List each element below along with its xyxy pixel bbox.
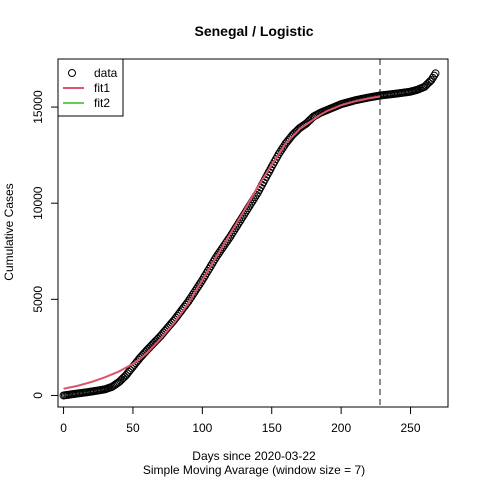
x-tick-label: 0 (60, 421, 67, 435)
data-point (202, 269, 211, 278)
plot-frame (57, 58, 449, 408)
data-point (192, 284, 201, 293)
data-point (198, 276, 207, 285)
x-tick-label: 100 (192, 421, 212, 435)
y-tick-label: 10000 (31, 186, 45, 220)
y-tick-label: 15000 (31, 90, 45, 124)
x-tick-label: 50 (126, 421, 140, 435)
data-point (187, 293, 196, 302)
data-point (117, 375, 126, 384)
data-point (196, 278, 205, 287)
data-point (115, 378, 124, 387)
data-point (277, 145, 286, 154)
legend-marker-data (68, 69, 76, 77)
y-axis-label: Cumulative Cases (2, 183, 16, 280)
legend: data fit1 fit2 (57, 58, 124, 117)
x-tick-label: 250 (401, 421, 421, 435)
data-point (213, 251, 222, 260)
data-point (217, 244, 226, 253)
data-point (199, 273, 208, 282)
data-point (119, 373, 128, 382)
data-point (288, 130, 297, 139)
legend-label-fit2: fit2 (94, 96, 110, 110)
data-point (219, 242, 228, 251)
data-point (421, 81, 430, 90)
data-point (289, 129, 298, 138)
data-point (276, 148, 285, 157)
data-point (208, 259, 217, 268)
data-point (278, 143, 287, 152)
x-tick-label: 200 (331, 421, 351, 435)
chart-title: Senegal / Logistic (194, 23, 313, 39)
data-point (205, 264, 214, 273)
data-point (206, 262, 215, 271)
data-point (428, 73, 437, 82)
data-point (212, 253, 221, 262)
legend-label-data: data (94, 66, 118, 80)
data-point (201, 271, 210, 280)
y-axis: 0 5000 10000 15000 (31, 90, 59, 399)
legend-label-fit1: fit1 (94, 81, 110, 95)
data-point (427, 76, 436, 85)
data-point (191, 286, 200, 295)
y-tick-label: 5000 (31, 286, 45, 313)
fit-line-fit1 (63, 95, 381, 390)
data-point (116, 376, 125, 385)
data-point (203, 266, 212, 275)
data-point (430, 71, 439, 80)
chart-subtitle: Simple Moving Avarage (window size = 7) (143, 463, 365, 477)
x-axis-label: Days since 2020-03-22 (192, 449, 316, 463)
data-point (190, 288, 199, 297)
data-point (431, 69, 440, 78)
x-tick-label: 150 (262, 421, 282, 435)
data-point (274, 150, 283, 159)
data-point (210, 255, 219, 264)
data-point (188, 290, 197, 299)
data-point (216, 246, 225, 255)
fit-lines (63, 95, 381, 390)
data-point (291, 128, 300, 137)
data-point (214, 248, 223, 257)
data-point (209, 257, 218, 266)
data-point (423, 80, 432, 89)
data-point (195, 280, 204, 289)
data-point (424, 78, 433, 87)
data-point (420, 82, 429, 91)
y-tick-label: 0 (31, 392, 45, 399)
data-point (302, 119, 311, 128)
data-point (194, 282, 203, 291)
